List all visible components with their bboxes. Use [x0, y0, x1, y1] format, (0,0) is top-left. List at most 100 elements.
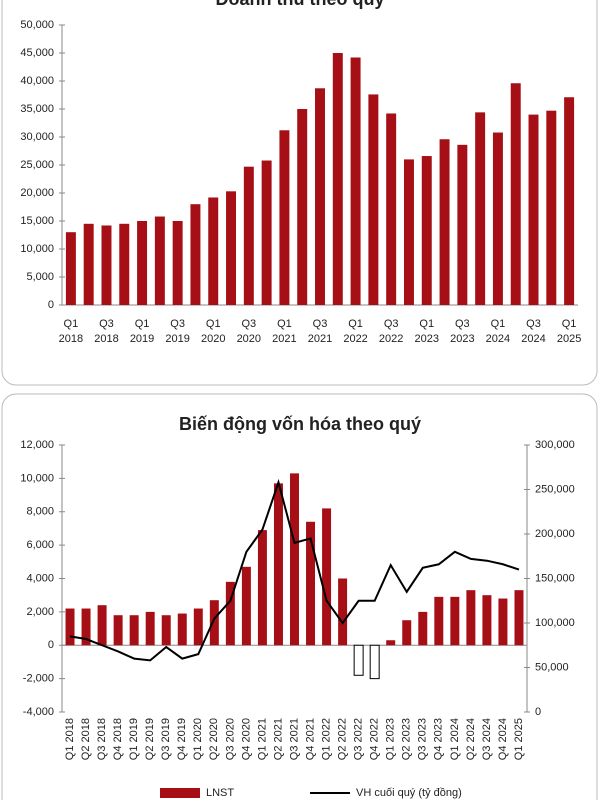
tick-label: 200,000 — [535, 528, 575, 540]
x-tick-label: Q1 2019 — [128, 718, 140, 760]
x-tick-label: Q3 2020 — [224, 718, 236, 760]
bar — [81, 608, 91, 646]
x-tick-label: Q4 2019 — [176, 718, 188, 760]
x-tick-label: Q1 2025 — [556, 318, 582, 345]
x-tick-label: Q3 2023 — [450, 318, 475, 345]
x-tick-label: Q1 2020 — [200, 318, 226, 345]
bar — [418, 611, 428, 646]
x-tick-label: Q1 2020 — [192, 718, 204, 760]
tick-label: 10,000 — [20, 243, 54, 255]
bar — [119, 223, 130, 305]
x-tick-label: Q1 2022 — [343, 318, 368, 345]
legend-label: VH cuối quý (tỷ đồng) — [356, 787, 462, 799]
bar — [338, 578, 348, 646]
bar — [528, 114, 539, 305]
chart-title: Doanh thu theo quý — [216, 0, 385, 9]
x-tick-label: Q4 2024 — [497, 718, 509, 760]
bar — [65, 608, 75, 646]
tick-label: 45,000 — [20, 47, 54, 59]
bar — [193, 608, 203, 646]
line — [69, 478, 520, 662]
bar — [137, 221, 148, 305]
bar — [434, 596, 444, 646]
bar — [564, 97, 575, 306]
x-tick-label: Q1 2019 — [129, 318, 155, 345]
tick-label: 40,000 — [20, 75, 54, 87]
chart-title: Biến động vốn hóa theo quý — [179, 414, 421, 434]
legend-label: LNST — [206, 787, 234, 799]
bar — [241, 566, 251, 646]
bar — [279, 130, 290, 305]
x-tick-label: Q3 2023 — [417, 718, 429, 760]
bar — [177, 613, 187, 646]
bar — [475, 112, 486, 305]
x-tick-label: Q4 2020 — [240, 718, 252, 760]
panel — [1, 393, 598, 800]
tick-label: 20,000 — [20, 187, 54, 199]
x-tick-label: Q3 2020 — [236, 318, 262, 345]
x-tick-label: Q3 2019 — [165, 318, 190, 345]
bar — [403, 159, 414, 305]
x-tick-label: Q1 2018 — [64, 718, 76, 760]
tick-label: 2,000 — [26, 606, 54, 618]
x-tick-label: Q3 2018 — [96, 718, 108, 760]
x-tick-label: Q2 2022 — [337, 718, 349, 760]
legend-swatch — [160, 788, 200, 798]
bar — [457, 144, 468, 305]
bar — [97, 605, 107, 646]
tick-label: 4,000 — [26, 572, 54, 584]
tick-label: 6,000 — [26, 539, 54, 551]
x-tick-label: Q1 2023 — [414, 318, 439, 345]
bar — [297, 109, 308, 305]
x-tick-label: Q2 2023 — [401, 718, 413, 760]
x-tick-label: Q2 2024 — [465, 718, 477, 760]
bar — [466, 590, 476, 646]
bar — [332, 53, 343, 305]
bar — [101, 225, 112, 305]
bar — [172, 221, 183, 305]
tick-label: 300,000 — [535, 439, 575, 451]
tick-label: -4,000 — [23, 706, 54, 718]
tick-label: 12,000 — [20, 439, 54, 451]
tick-label: 8,000 — [26, 506, 54, 518]
tick-label: 100,000 — [535, 617, 575, 629]
tick-label: 10,000 — [20, 472, 54, 484]
bar — [353, 644, 364, 676]
x-tick-label: Q4 2023 — [433, 718, 445, 760]
tick-label: 0 — [48, 639, 54, 651]
x-tick-label: Q1 2024 — [485, 318, 511, 345]
x-tick-label: Q1 2021 — [256, 718, 268, 760]
x-tick-label: Q1 2022 — [320, 718, 332, 760]
bar — [402, 620, 412, 646]
bar — [113, 615, 123, 646]
x-tick-label: Q2 2020 — [208, 718, 220, 760]
bar — [65, 232, 76, 305]
bar — [243, 166, 254, 305]
bar — [482, 595, 492, 646]
bar — [129, 615, 139, 646]
bar — [322, 508, 332, 646]
x-tick-label: Q3 2021 — [288, 718, 300, 760]
bar — [498, 598, 508, 646]
bar — [386, 113, 397, 305]
bar — [226, 191, 237, 305]
tick-label: 35,000 — [20, 103, 54, 115]
bar — [492, 132, 503, 305]
bar — [257, 530, 267, 646]
tick-label: 0 — [48, 299, 54, 311]
x-tick-label: Q1 2024 — [449, 718, 461, 760]
x-tick-label: Q1 2025 — [513, 718, 525, 760]
bar — [421, 156, 432, 305]
bar — [290, 473, 299, 646]
bar — [209, 600, 219, 646]
x-tick-label: Q3 2021 — [307, 318, 333, 345]
bar — [154, 216, 165, 305]
tick-label: 0 — [535, 706, 541, 718]
tick-label: 30,000 — [20, 131, 54, 143]
bar — [261, 160, 272, 305]
tick-label: 250,000 — [535, 483, 575, 495]
bar — [350, 57, 361, 306]
bar — [83, 223, 94, 305]
x-tick-label: Q1 2023 — [385, 718, 397, 760]
x-tick-label: Q1 2018 — [58, 318, 84, 345]
